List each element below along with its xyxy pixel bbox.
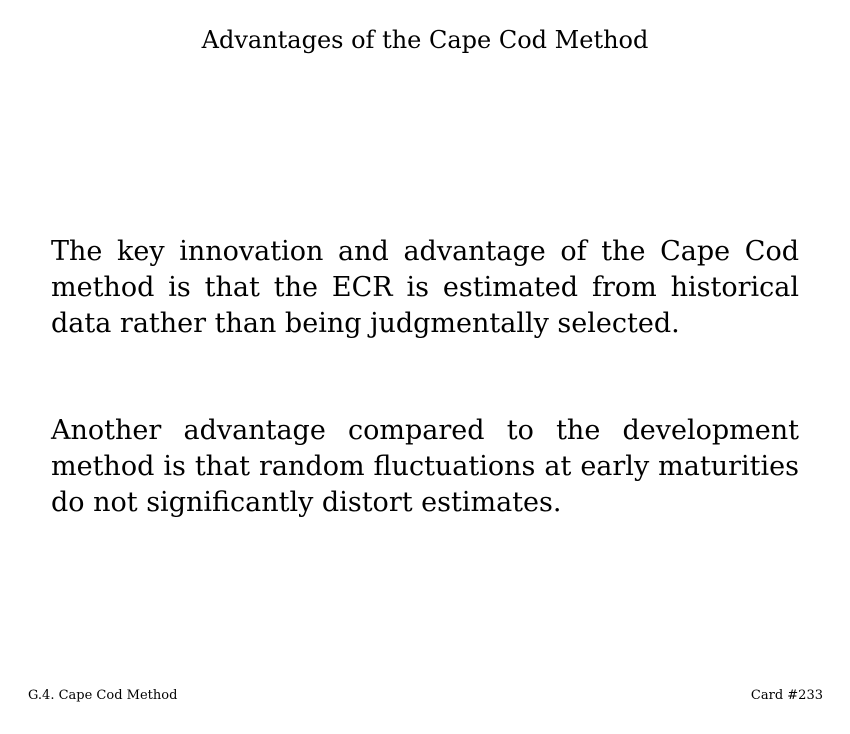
footer-section-label: G.4. Cape Cod Method — [28, 688, 178, 703]
body-paragraph-another-advantage: Another advantage compared to the develo… — [51, 415, 799, 518]
body-paragraph-key-innovation: The key innovation and advantage of the … — [51, 236, 799, 339]
footer-card-number: Card #233 — [750, 688, 823, 703]
card-title: Advantages of the Cape Cod Method — [201, 26, 649, 54]
